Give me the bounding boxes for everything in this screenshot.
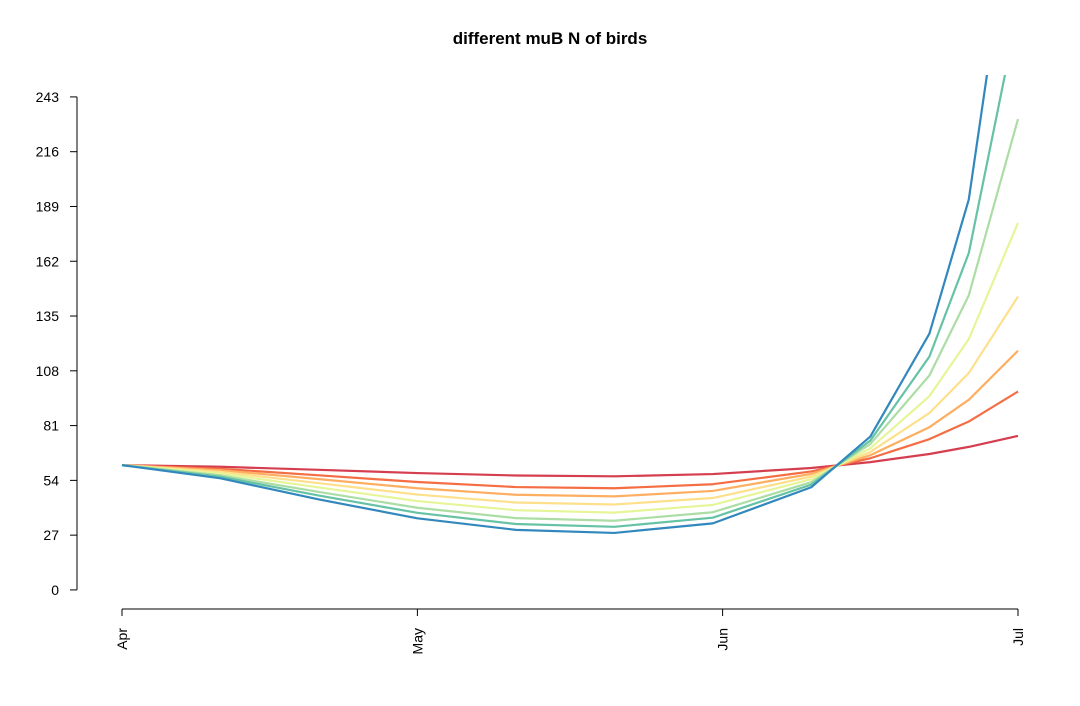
series-line	[121, 349, 1019, 498]
y-tick-label: 243	[36, 89, 60, 105]
y-tick-label: 135	[36, 308, 60, 324]
y-tick-label: 189	[36, 198, 60, 214]
y-tick-label: 216	[36, 144, 60, 160]
x-tick-label: Apr	[114, 628, 130, 650]
x-tick-label: Jun	[715, 628, 731, 651]
series-line	[121, 295, 1019, 506]
y-tick-label: 162	[36, 253, 60, 269]
y-tick-label: 0	[51, 582, 59, 598]
series-line	[121, 75, 989, 535]
series-line	[121, 222, 1020, 514]
series-line	[121, 390, 1019, 490]
series-line	[121, 434, 1019, 478]
series-line	[121, 118, 1020, 522]
y-tick-label: 81	[43, 418, 59, 434]
y-tick-label: 54	[43, 472, 59, 488]
y-tick-label: 108	[36, 363, 60, 379]
x-tick-label: Jul	[1010, 628, 1026, 646]
chart-title: different muB N of birds	[453, 29, 648, 48]
y-tick-label: 27	[43, 527, 59, 543]
plot-area	[121, 75, 1020, 535]
series-line	[121, 75, 1007, 528]
x-tick-label: May	[409, 628, 425, 654]
